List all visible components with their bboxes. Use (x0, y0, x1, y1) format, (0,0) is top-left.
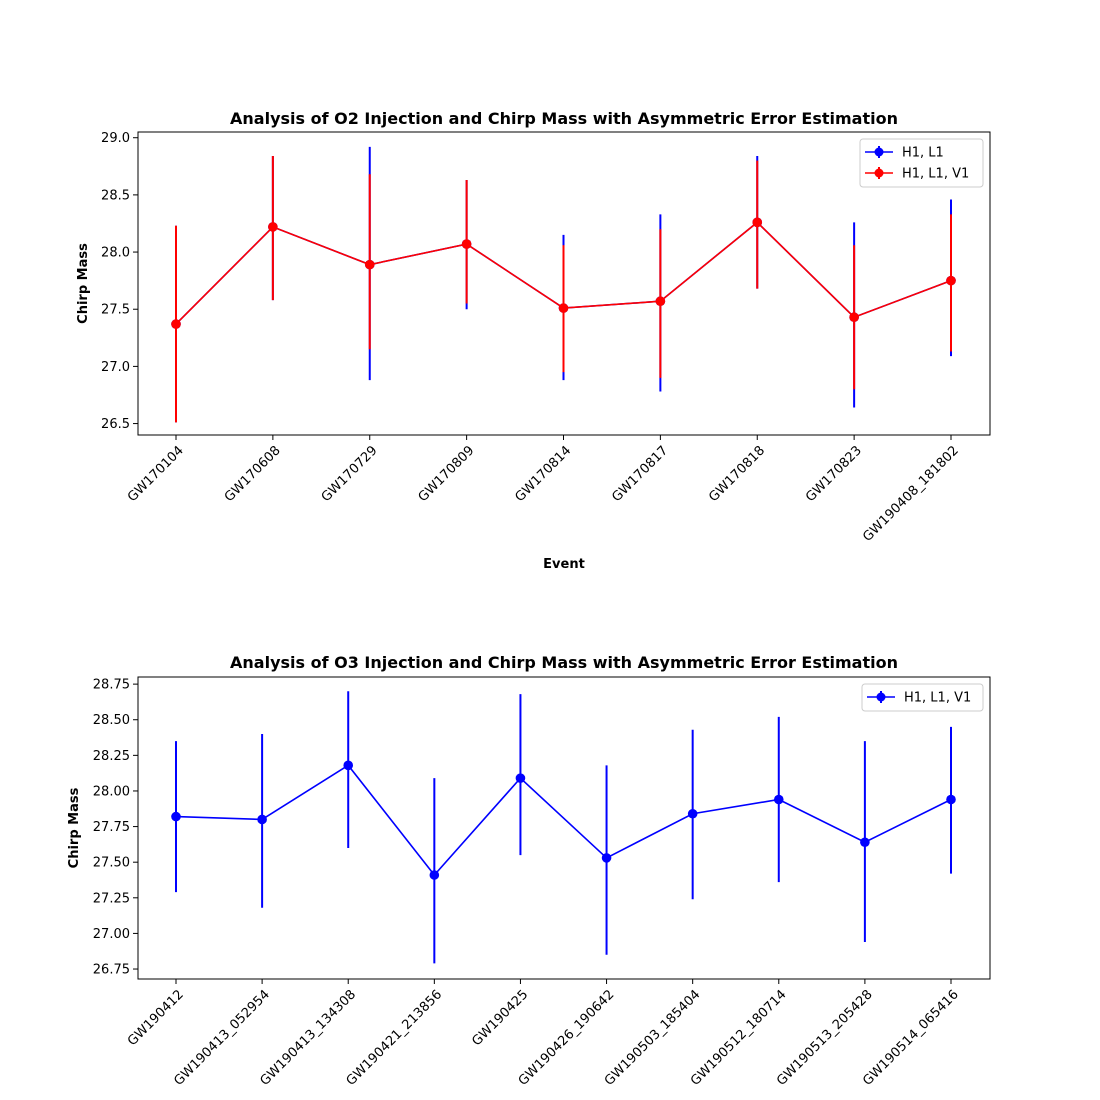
x-tick-label: GW190421_213856 (344, 987, 446, 1089)
legend-label: H1, L1, V1 (902, 167, 969, 182)
data-point (601, 853, 612, 863)
x-tick-label: GW170818 (706, 443, 768, 505)
y-tick-label: 27.0 (101, 360, 130, 375)
data-point (364, 259, 375, 270)
y-axis-label: Chirp Mass (67, 787, 82, 868)
x-axis-label: Event (543, 557, 585, 572)
x-tick-label: GW170608 (222, 443, 284, 505)
y-tick-label: 28.5 (101, 188, 130, 203)
x-tick-label: GW170817 (609, 443, 671, 505)
legend-label: H1, L1, V1 (904, 691, 971, 706)
x-tick-label: GW190514_065416 (860, 987, 962, 1089)
data-point (268, 222, 278, 232)
data-point (461, 239, 472, 249)
legend-marker (876, 692, 886, 702)
y-tick-label: 28.75 (93, 678, 130, 693)
y-tick-label: 27.5 (101, 303, 130, 318)
data-point (171, 319, 181, 329)
x-tick-label: GW190513_205428 (774, 987, 876, 1089)
x-tick-label: GW190412 (125, 987, 187, 1049)
x-tick-label: GW190503_185404 (602, 987, 704, 1089)
data-point (171, 811, 181, 822)
data-point (860, 837, 870, 848)
y-tick-label: 29.0 (101, 131, 130, 146)
legend-label: H1, L1 (902, 146, 944, 161)
data-point (687, 808, 698, 819)
chart-title: Analysis of O3 Injection and Chirp Mass … (230, 653, 898, 672)
x-tick-label: GW190425 (469, 987, 531, 1049)
data-point (849, 312, 859, 323)
chart-1: Analysis of O2 Injection and Chirp Mass … (76, 109, 991, 572)
data-point (558, 303, 569, 313)
data-point (429, 870, 440, 880)
y-tick-label: 26.75 (93, 963, 130, 978)
data-point (946, 275, 956, 286)
data-point (752, 217, 763, 228)
legend-marker (874, 147, 884, 157)
y-tick-label: 26.5 (101, 417, 130, 432)
x-tick-label: GW170809 (416, 443, 478, 505)
legend: H1, L1, V1 (861, 683, 984, 712)
chart-title: Analysis of O2 Injection and Chirp Mass … (230, 109, 898, 128)
x-tick-label: GW190512_180714 (688, 987, 790, 1089)
y-tick-label: 27.00 (93, 927, 130, 942)
x-tick-label: GW170814 (512, 443, 574, 505)
data-point (515, 773, 526, 783)
data-point (655, 296, 666, 307)
chart-2: Analysis of O3 Injection and Chirp Mass … (67, 653, 991, 1089)
data-point (946, 794, 956, 805)
x-tick-label: GW190413_134308 (257, 987, 359, 1089)
series-2 (171, 156, 956, 423)
data-point (257, 814, 267, 825)
x-tick-label: GW190413_052954 (171, 987, 273, 1089)
y-axis-label: Chirp Mass (76, 243, 91, 324)
y-tick-label: 28.00 (93, 784, 130, 799)
legend-frame (861, 683, 984, 712)
y-tick-label: 28.25 (93, 749, 130, 764)
x-tick-label: GW170104 (125, 443, 187, 505)
legend: H1, L1 H1, L1, V1 (859, 138, 984, 188)
x-tick-label: GW170729 (319, 443, 381, 505)
data-point (773, 794, 784, 805)
x-tick-label: GW190426_190642 (516, 987, 618, 1089)
series-1 (171, 691, 956, 964)
plot-area (137, 676, 991, 980)
x-tick-label: GW170823 (803, 443, 865, 505)
y-tick-label: 28.50 (93, 713, 130, 728)
y-tick-label: 27.50 (93, 856, 130, 871)
y-tick-label: 27.25 (93, 891, 130, 906)
y-tick-label: 28.0 (101, 246, 130, 261)
plot-area (137, 131, 991, 436)
series-line (175, 764, 952, 877)
legend-marker (874, 168, 884, 178)
data-point (343, 760, 354, 771)
x-tick-label: GW190408_181802 (860, 443, 962, 545)
legend-frame (859, 138, 984, 188)
y-tick-label: 27.75 (93, 820, 130, 835)
